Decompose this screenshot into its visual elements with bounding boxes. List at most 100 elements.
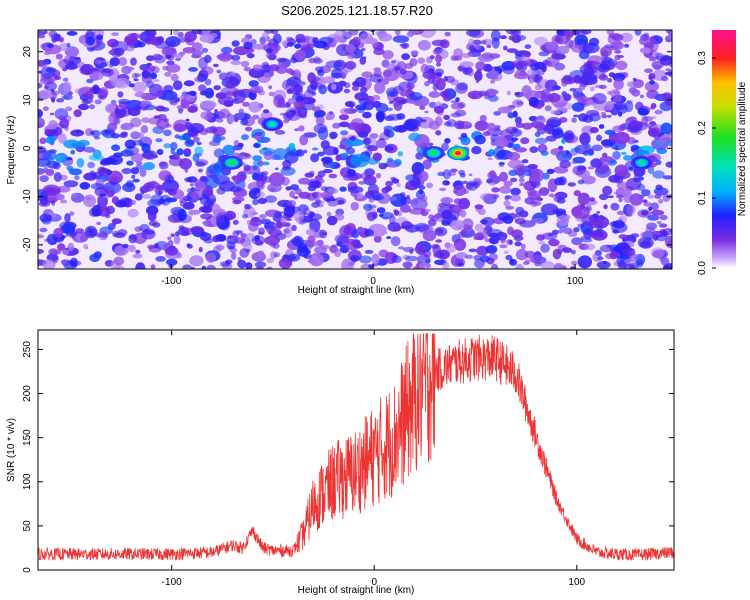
spectrogram-cell [579, 132, 591, 146]
spectrogram-cell [101, 68, 114, 77]
spectrogram-cell [315, 115, 325, 126]
spectrogram-cell [111, 32, 120, 36]
spectrogram-cell [43, 30, 48, 35]
spectrogram-cell [141, 74, 153, 84]
spectrogram-cell [419, 105, 426, 111]
spectrogram-cell [474, 258, 485, 269]
spectrogram-cell [166, 175, 175, 183]
spectrogram-y-axis-label: Frequency (Hz) [6, 116, 17, 185]
spectrogram-cell [132, 81, 147, 93]
spectrogram-cell [655, 234, 667, 242]
spectrogram-cell [506, 239, 512, 245]
spectrogram-cell [538, 51, 550, 57]
spectrogram-cell [48, 120, 58, 130]
spectrogram-cell [298, 125, 305, 132]
spectrogram-cell [288, 142, 296, 150]
spectrogram-cell [153, 243, 159, 249]
spectrogram-cell [38, 89, 53, 99]
spectrogram-cell [226, 241, 236, 250]
spectrogram-cell [213, 148, 225, 158]
colorbar: 0.0 0.1 0.2 0.3 Normalized spectral amplitu… [697, 30, 748, 275]
spectrogram-cell [295, 91, 300, 96]
spectrogram-cell [104, 129, 111, 134]
spectrogram-cell [644, 81, 660, 92]
spectrogram-cell [652, 170, 665, 179]
spectrogram-cell [384, 185, 393, 192]
spectrogram-cell [385, 130, 395, 138]
spectrogram-cell [436, 62, 442, 67]
x-tick-label: 0 [371, 577, 377, 588]
spectrogram-cell [153, 115, 161, 119]
spectrogram-cell [393, 225, 402, 232]
spectrogram-cell [286, 209, 295, 214]
spectrogram-cell [614, 49, 622, 54]
spectrogram-cell [286, 200, 297, 207]
spectrogram-cell [259, 36, 267, 45]
spectrogram-cell [637, 236, 654, 249]
y-tick-label: 50 [22, 520, 33, 532]
spectrogram-cell [286, 41, 294, 47]
spectrogram-cell [538, 187, 550, 196]
spectrogram-cell [198, 246, 203, 253]
spectrogram-cell [263, 109, 270, 114]
spectrogram-cell [471, 146, 482, 155]
spectrogram-cell [314, 109, 326, 118]
spectrogram-cell [201, 231, 208, 237]
spectrogram-cell [134, 91, 147, 98]
spectrogram-cell [612, 72, 626, 82]
spectrogram-cell [264, 195, 277, 203]
spectrogram-cell [613, 245, 620, 253]
spectrogram-cell [429, 55, 435, 60]
spectrogram-cell [150, 194, 165, 205]
spectrogram-cell [308, 57, 317, 64]
spectrogram-cell [442, 180, 450, 186]
spectrogram-cell [319, 244, 330, 250]
spectrogram-cell [488, 253, 498, 261]
spectrogram-cell [569, 87, 577, 92]
spectrogram-cell [666, 240, 672, 247]
spectrogram-cell [196, 141, 202, 146]
spectrogram-cell [78, 103, 90, 111]
spectrogram-cell [540, 203, 559, 216]
spectrogram-cell [614, 175, 624, 184]
spectrogram-cell [139, 64, 150, 71]
spectrogram-cell [100, 233, 109, 238]
spectrogram-cell [233, 140, 240, 147]
spectrogram-cell [386, 107, 393, 112]
spectrogram-cell [547, 125, 563, 136]
spectrogram-cell [583, 67, 595, 77]
spectrogram-cell [257, 173, 265, 180]
spectrogram-cell [647, 128, 659, 137]
spectrogram-cell [359, 255, 372, 264]
spectrogram-cell [455, 97, 460, 103]
spectrogram-cell [465, 182, 474, 190]
spectrogram-cell [262, 161, 270, 166]
spectrogram-cell [266, 48, 273, 54]
y-tick-label: 0 [22, 567, 33, 573]
spectrogram-cell [212, 168, 228, 177]
spectrogram-cell [556, 249, 563, 254]
spectrogram-cell [616, 210, 626, 216]
spectrogram-cell [191, 30, 202, 35]
spectrogram-cell [186, 95, 197, 103]
spectrogram-cell [453, 211, 460, 220]
spectrogram-cell [174, 54, 184, 59]
spectrogram-cell [336, 241, 343, 247]
spectrogram-cell [79, 182, 91, 190]
spectrogram-cell [166, 258, 178, 266]
spectrogram-cell [620, 32, 633, 43]
spectrogram-cell [541, 94, 555, 103]
spectrogram-cell [176, 148, 184, 156]
spectrogram-cell [486, 122, 496, 131]
spectrogram-cell [38, 59, 48, 68]
spectrogram-cell [338, 80, 347, 87]
spectrogram-cell [400, 225, 406, 230]
spectrogram-cell [246, 52, 255, 59]
spectrogram-cell [630, 233, 640, 238]
spectrogram-cell [345, 60, 357, 70]
spectrogram-cell [198, 197, 203, 201]
spectrogram-cell [535, 116, 546, 125]
spectrogram-cell [298, 204, 309, 213]
spectrogram-cell [190, 103, 198, 111]
spectrogram-cell [583, 243, 596, 250]
